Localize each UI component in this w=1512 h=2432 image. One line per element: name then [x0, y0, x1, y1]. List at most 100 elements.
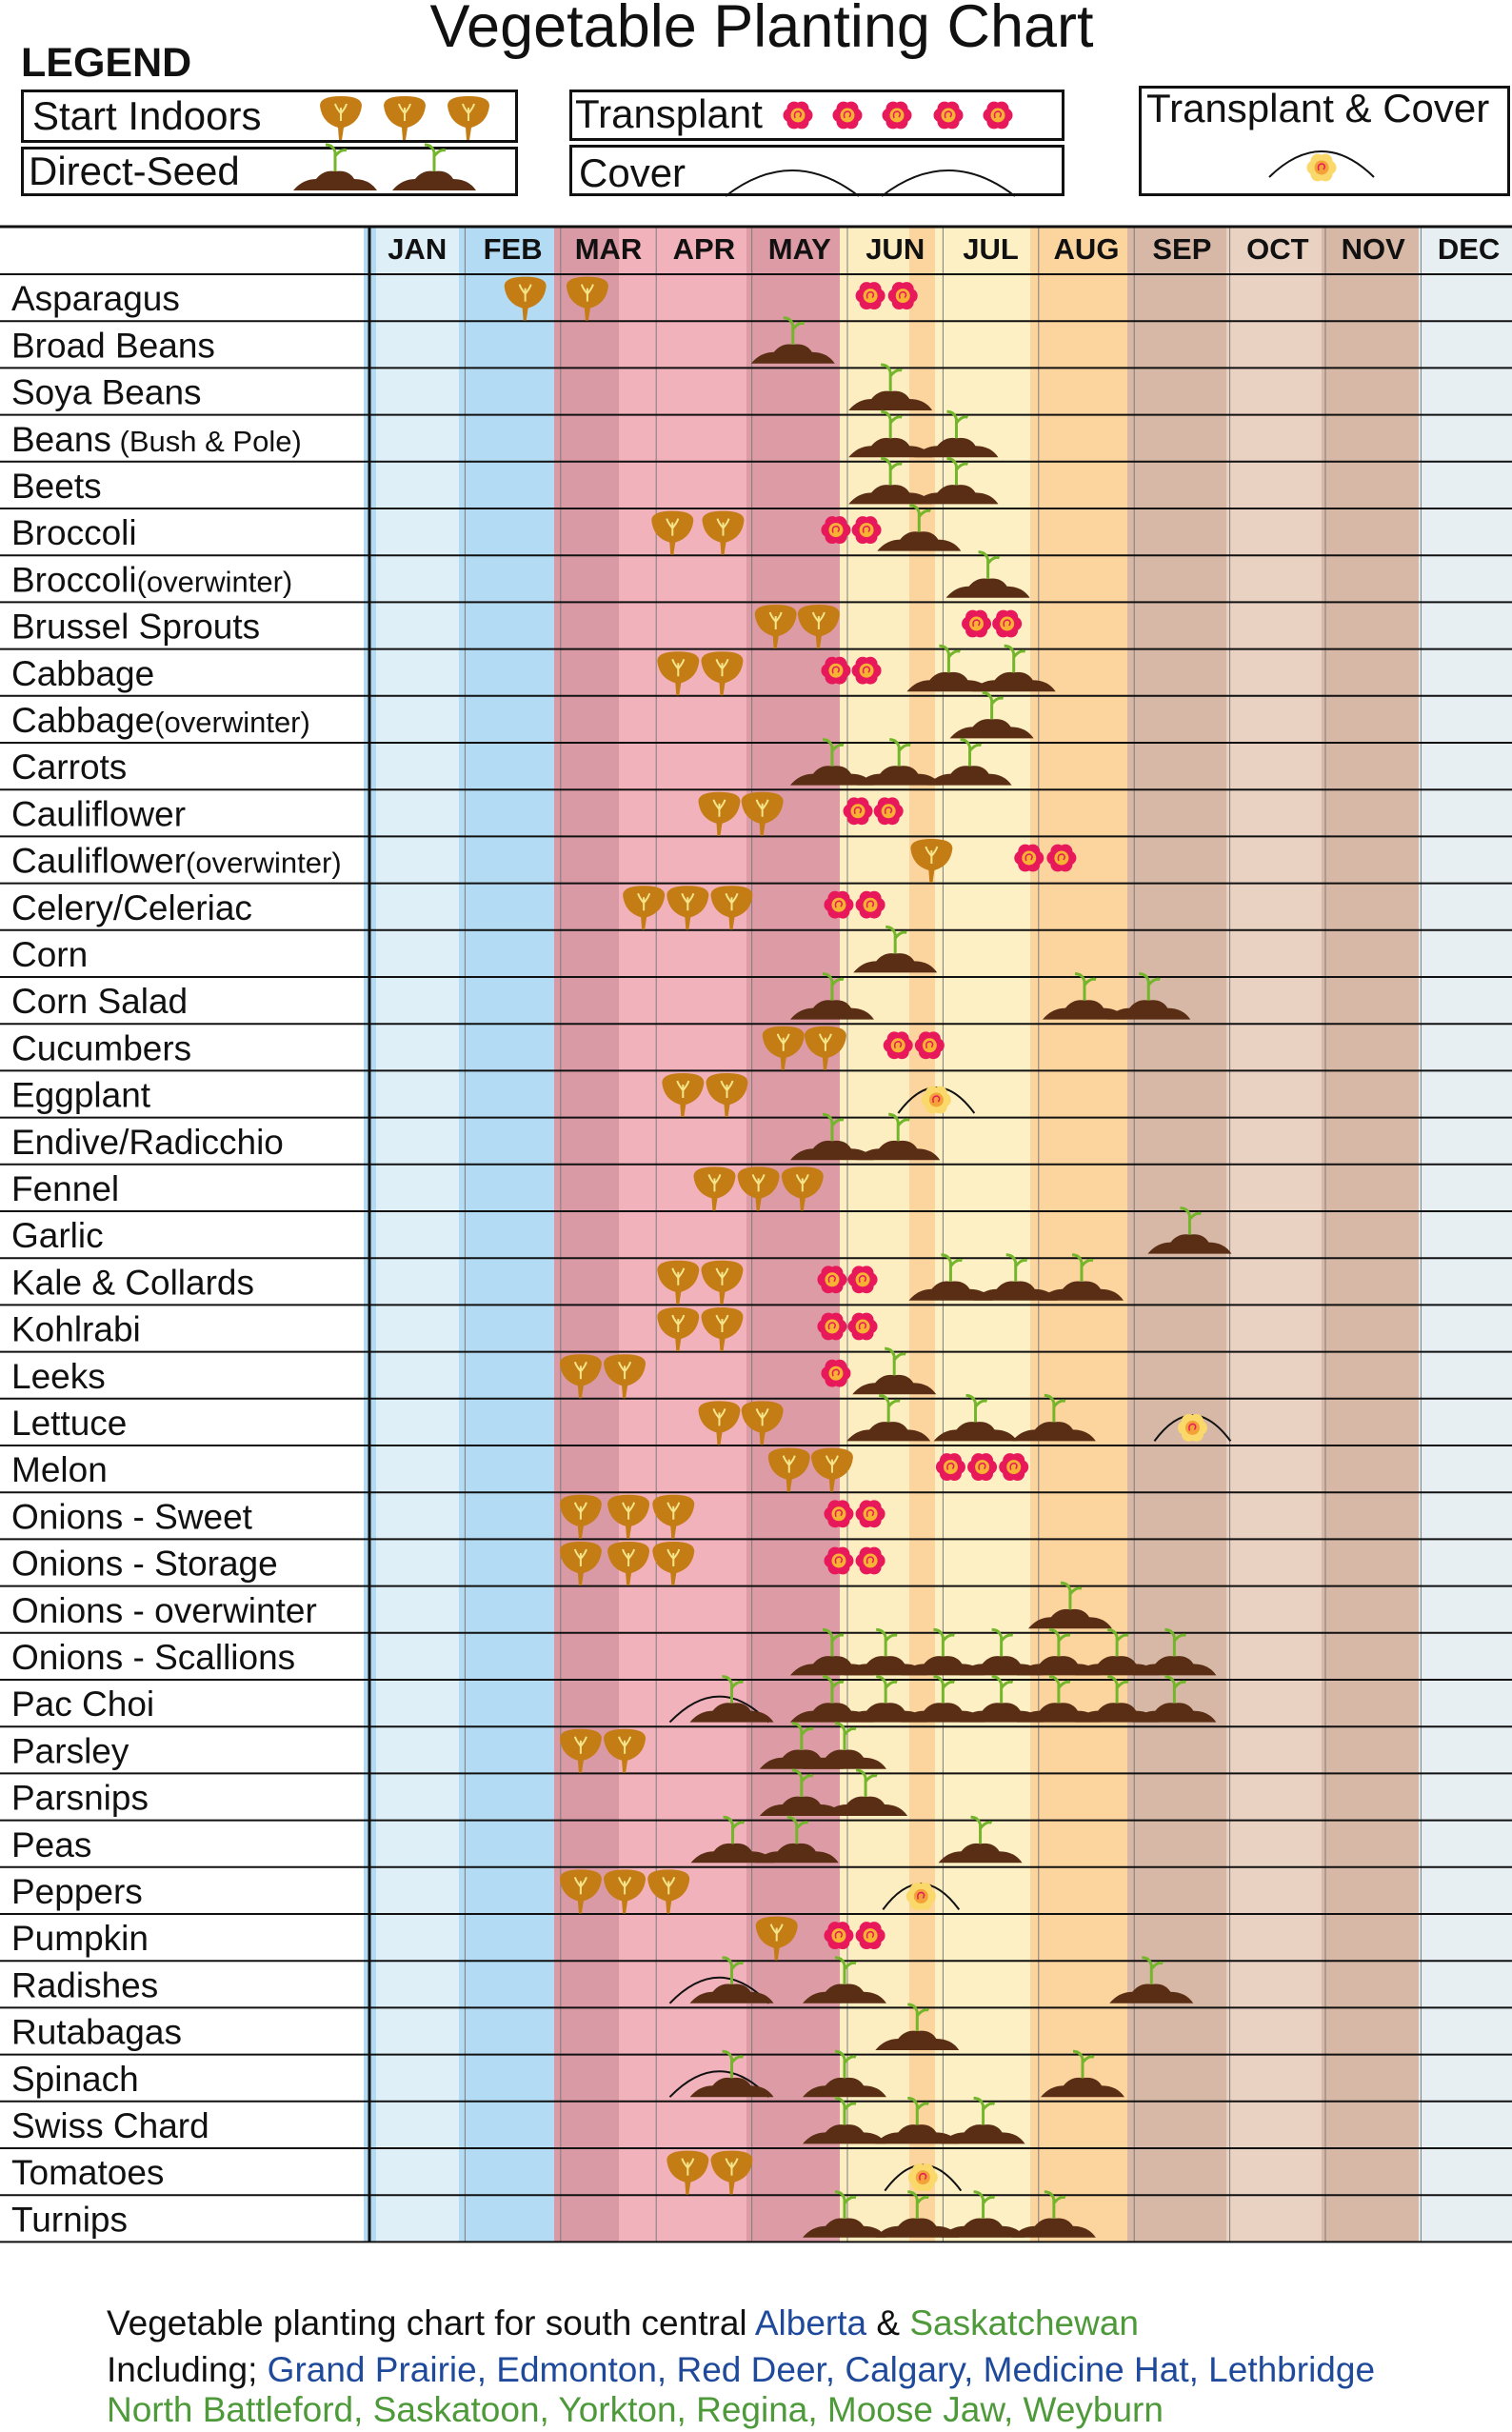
crop-marks [559, 1722, 886, 1773]
transplant-icon [887, 282, 918, 310]
month-label: AUG [1054, 232, 1120, 266]
crop-label: Beets [11, 467, 102, 506]
crop-marks [767, 1447, 1029, 1492]
transplant-icon [824, 1922, 854, 1950]
crop-marks [657, 1253, 1124, 1305]
start-indoors-icon [657, 1260, 700, 1305]
crop-marks [949, 690, 1034, 739]
direct-seed-icon [1039, 1253, 1124, 1301]
footer-including: Including; [107, 2350, 268, 2389]
start-indoors-icon [910, 839, 953, 883]
crop-marks [802, 2190, 1096, 2238]
footer-line-1: Vegetable planting chart for south centr… [107, 2302, 1139, 2344]
crop-marks [910, 839, 1077, 883]
transplant-icon [824, 1500, 854, 1528]
crop-marks [755, 1916, 885, 1961]
crop-marks [668, 1956, 1194, 2004]
direct-seed-icon [933, 1393, 1018, 1442]
crop-name: Cabbage [11, 701, 154, 740]
start-indoors-icon [652, 1542, 695, 1585]
start-indoors-icon [767, 1447, 810, 1492]
month-band [619, 227, 746, 2243]
crop-label: Cauliflower(overwinter) [11, 842, 342, 881]
transplant-icon [914, 1031, 945, 1060]
direct-seed-icon [848, 363, 933, 410]
direct-seed-icon [877, 504, 962, 551]
crop-label: Leeks [11, 1357, 106, 1396]
start-indoors-icon [559, 1494, 602, 1539]
start-indoors-icon [657, 1307, 700, 1351]
direct-seed-icon [914, 409, 999, 458]
crop-name: Corn [11, 935, 88, 974]
month-band [1127, 227, 1226, 2243]
direct-seed-icon [1147, 1206, 1232, 1254]
legend-transplant-box [569, 90, 1064, 141]
month-label: JUL [963, 232, 1019, 266]
crop-label: Melon [11, 1450, 108, 1489]
direct-seed-icon [689, 2049, 774, 2098]
legend-cover-box [569, 145, 1064, 196]
crop-marks [789, 1112, 941, 1161]
direct-seed-icon [802, 1956, 886, 2003]
crop-marks [1027, 1581, 1112, 1629]
crop-label: Broccoli [11, 513, 137, 552]
crop-name: Beans [11, 420, 111, 459]
crop-label: Cabbage(overwinter) [11, 701, 310, 740]
crop-marks [693, 1166, 824, 1211]
start-indoors-icon [810, 1447, 853, 1492]
crop-name: Beets [11, 467, 102, 506]
month-label: APR [673, 232, 735, 266]
transplant-icon [873, 797, 904, 826]
start-indoors-icon [652, 1494, 695, 1539]
crop-name: Endive/Radicchio [11, 1123, 284, 1162]
crop-name: Cucumbers [11, 1028, 191, 1067]
direct-seed-icon [901, 1627, 985, 1676]
crop-note: (overwinter) [137, 565, 293, 598]
crop-name: Broad Beans [11, 326, 215, 365]
month-band [459, 227, 554, 2243]
column-lines [368, 227, 1422, 2243]
legend-transplant-label: Transplant [575, 91, 763, 136]
transplant-icon [824, 890, 854, 919]
crop-marks [848, 363, 933, 410]
transplant-icon [821, 516, 851, 545]
direct-seed-icon [852, 1346, 937, 1395]
crop-label: Cauliflower [11, 794, 186, 833]
footer-cities-alberta: Grand Prairie, Edmonton, Red Deer, Calga… [267, 2350, 1376, 2389]
crop-label: Fennel [11, 1169, 119, 1208]
start-indoors-icon [504, 276, 547, 321]
crop-name: Celery/Celeriac [11, 888, 252, 927]
transplant-icon [983, 101, 1013, 130]
start-indoors-icon [754, 605, 797, 648]
crop-marks [651, 504, 962, 555]
start-indoors-icon [741, 1401, 784, 1445]
start-indoors-icon [384, 96, 426, 140]
direct-seed-icon [875, 2003, 960, 2050]
crop-name: Onions - Sweet [11, 1497, 253, 1536]
transplant-icon [992, 609, 1023, 638]
transplant-icon [935, 1453, 965, 1482]
legend-icons [293, 96, 1375, 197]
month-band [1322, 227, 1419, 2243]
crop-marks [1147, 1206, 1232, 1254]
crop-name: Carrots [11, 748, 127, 787]
direct-seed-icon [293, 143, 377, 190]
direct-seed-icon [1011, 1393, 1096, 1442]
month-band [554, 227, 619, 2243]
month-band [1419, 227, 1489, 2243]
crop-name: Pumpkin [11, 1919, 149, 1958]
crop-marks [750, 316, 835, 364]
crop-name: Cauliflower [11, 794, 186, 833]
direct-seed-icon [1016, 1627, 1101, 1676]
direct-seed-icon [901, 1675, 985, 1723]
crop-marks [559, 1494, 885, 1539]
month-label: JUN [865, 232, 925, 266]
crop-marks [754, 605, 1023, 648]
direct-seed-icon [945, 550, 1030, 598]
transplant-icon [999, 1453, 1029, 1482]
month-band [1489, 227, 1512, 2243]
direct-seed-icon [392, 143, 476, 190]
direct-seed-icon [759, 1768, 844, 1816]
crop-label: Onions - Scallions [11, 1638, 295, 1677]
start-indoors-icon [701, 651, 744, 696]
